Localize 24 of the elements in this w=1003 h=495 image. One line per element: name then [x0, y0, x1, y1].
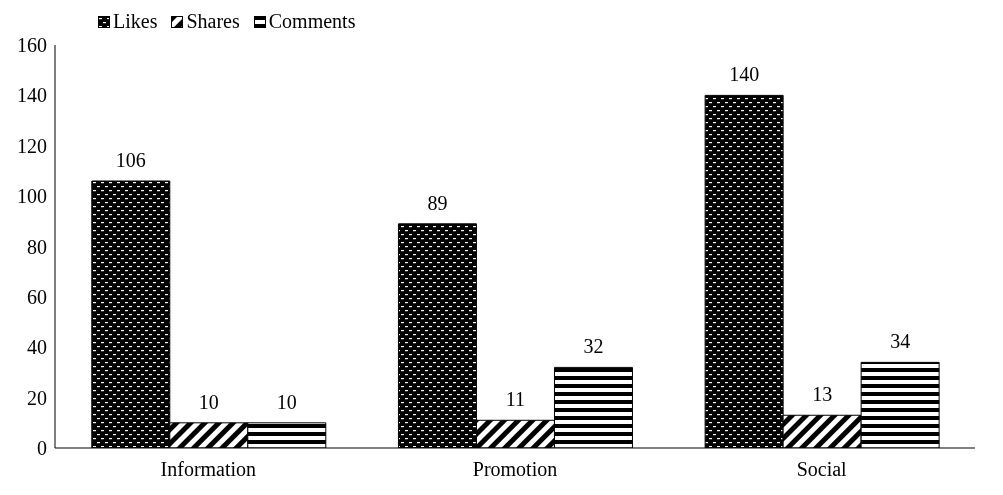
y-tick-label: 0 — [37, 437, 47, 460]
y-tick-label: 20 — [27, 386, 47, 409]
x-tick-label: Social — [796, 458, 848, 481]
data-label: 32 — [583, 335, 604, 358]
y-tick-label: 40 — [27, 336, 47, 359]
y-tick-label: 80 — [27, 235, 47, 258]
data-label: 34 — [890, 330, 911, 353]
data-label: 140 — [729, 63, 760, 86]
y-tick-label: 60 — [27, 285, 47, 308]
y-tick-label: 100 — [17, 185, 47, 208]
x-tick-label: Information — [160, 458, 257, 481]
legend-label: Comments — [267, 10, 356, 33]
data-label: 106 — [115, 149, 146, 172]
y-tick-label: 140 — [17, 84, 47, 107]
y-tick-label: 120 — [17, 134, 47, 157]
data-label: 10 — [276, 390, 297, 413]
y-tick-label: 160 — [17, 34, 47, 57]
x-tick-label: Promotion — [472, 458, 558, 481]
data-label: 10 — [198, 390, 219, 413]
legend-label: Likes — [112, 10, 158, 33]
data-label: 11 — [505, 388, 526, 411]
data-label: 13 — [812, 383, 833, 406]
data-label: 89 — [427, 191, 448, 214]
legend-label: Shares — [185, 10, 240, 33]
